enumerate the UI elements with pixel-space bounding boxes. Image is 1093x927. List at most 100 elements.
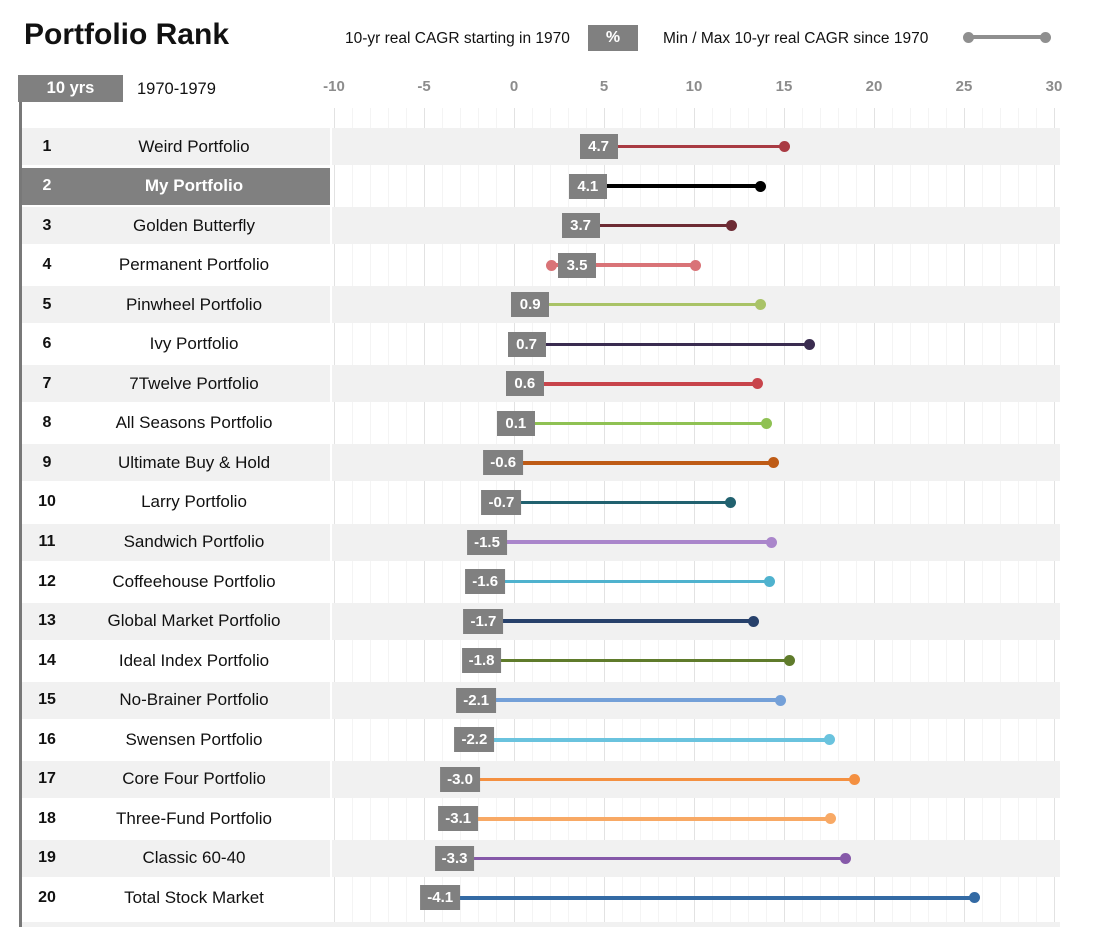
major-gridline: [513, 108, 515, 922]
rank-number: 8: [42, 414, 52, 432]
major-gridline: [963, 108, 965, 922]
table-left-border: [19, 102, 22, 927]
minor-gridline: [369, 108, 371, 922]
min-max-range-marker: 3.7: [332, 207, 1060, 244]
max-dot: [755, 180, 767, 192]
rank-number: 20: [38, 888, 56, 906]
minor-gridline: [1035, 108, 1037, 922]
portfolio-name: Classic 60-40: [142, 848, 246, 868]
legend-max-dot-icon: [1040, 31, 1051, 43]
portfolio-name: Ultimate Buy & Hold: [117, 452, 271, 472]
value-badge: -3.1: [438, 806, 479, 832]
minor-gridline: [747, 108, 749, 922]
rank-number: 18: [38, 809, 56, 827]
portfolio-row-label: 16 Swensen Portfolio: [22, 721, 330, 758]
portfolio-row-label: 12 Coffeehouse Portfolio: [22, 563, 330, 600]
legend-line-icon: [967, 35, 1047, 39]
period-button[interactable]: 10 yrs: [18, 75, 123, 102]
portfolio-name: Core Four Portfolio: [122, 769, 266, 789]
max-dot: [774, 694, 786, 706]
value-badge: -0.7: [481, 489, 522, 515]
value-badge: -1.8: [461, 648, 502, 674]
portfolio-name: No-Brainer Portfolio: [119, 690, 269, 710]
minor-gridline: [459, 108, 461, 922]
minor-gridline: [999, 108, 1001, 922]
min-max-legend-label: Min / Max 10-yr real CAGR since 1970: [663, 30, 929, 47]
rank-number: 17: [38, 770, 56, 788]
x-axis-tick-label: 10: [685, 78, 703, 95]
minor-gridline: [927, 108, 929, 922]
value-badge: -4.1: [420, 885, 461, 911]
range-line: [526, 342, 810, 346]
rank-number: 7: [42, 374, 52, 392]
rank-number: 13: [38, 612, 56, 630]
portfolio-row-label: 14 Ideal Index Portfolio: [22, 642, 330, 679]
metric-label: 10-yr real CAGR starting in 1970: [345, 30, 570, 47]
next-section-edge: [22, 922, 1060, 927]
portfolio-row-label: 13 Global Market Portfolio: [22, 602, 330, 640]
range-line: [481, 658, 790, 663]
minor-gridline: [765, 108, 767, 922]
min-max-range-marker: 4.7: [332, 128, 1060, 165]
min-max-range-marker: 0.7: [332, 326, 1060, 363]
value-badge: 0.6: [505, 371, 544, 397]
minor-gridline: [657, 108, 659, 922]
x-axis-tick-label: 25: [955, 78, 973, 95]
portfolio-row-label: 20 Total Stock Market: [22, 879, 330, 916]
max-dot: [751, 378, 763, 390]
min-max-range-marker: -0.7: [332, 484, 1060, 521]
portfolio-name: Swensen Portfolio: [125, 729, 263, 749]
min-max-range-marker: -3.3: [332, 840, 1060, 877]
min-dot: [546, 259, 558, 271]
max-dot: [839, 852, 851, 864]
range-line: [474, 738, 829, 742]
portfolio-row-label: 18 Three-Fund Portfolio: [22, 800, 330, 837]
portfolio-row-label: 10 Larry Portfolio: [22, 484, 330, 521]
minor-gridline: [981, 108, 983, 922]
value-badge: -1.7: [463, 608, 504, 634]
minor-gridline: [531, 108, 533, 922]
range-line: [483, 619, 754, 623]
max-dot: [755, 299, 767, 311]
value-badge: 0.1: [496, 410, 535, 436]
major-gridline: [603, 108, 605, 922]
period-range-label: 1970-1979: [137, 80, 216, 98]
rank-number: 10: [38, 493, 56, 511]
rank-number: 16: [38, 730, 56, 748]
legend-min-dot-icon: [963, 31, 974, 43]
max-dot: [783, 655, 795, 667]
min-max-legend-icon: [963, 30, 1051, 44]
minor-gridline: [729, 108, 731, 922]
value-badge: 4.1: [568, 173, 607, 199]
min-max-range-marker: 3.5: [332, 247, 1060, 284]
portfolio-name: 7Twelve Portfolio: [129, 373, 259, 393]
range-line: [454, 856, 846, 861]
major-gridline: [783, 108, 785, 922]
value-badge: 3.5: [558, 252, 596, 278]
value-badge: 4.7: [579, 134, 618, 159]
range-line: [524, 382, 757, 386]
unit-toggle-button[interactable]: %: [588, 25, 638, 51]
range-line: [487, 540, 772, 544]
minor-gridline: [675, 108, 677, 922]
rank-number: 6: [42, 335, 52, 353]
x-axis-tick-label: -5: [417, 78, 431, 95]
value-badge: -2.2: [454, 727, 495, 753]
max-dot: [778, 141, 790, 152]
minor-gridline: [639, 108, 641, 922]
range-line: [458, 817, 831, 821]
portfolio-name: Three-Fund Portfolio: [116, 808, 272, 828]
portfolio-name: Golden Butterfly: [133, 215, 255, 235]
min-max-range-marker: -1.5: [332, 524, 1060, 561]
portfolio-name: Sandwich Portfolio: [123, 532, 265, 551]
x-axis-tick-label: 5: [599, 78, 609, 95]
portfolio-name: Weird Portfolio: [138, 136, 250, 156]
portfolio-name: Global Market Portfolio: [107, 611, 281, 631]
minor-gridline: [441, 108, 443, 922]
portfolio-name: Ideal Index Portfolio: [118, 650, 270, 670]
x-axis-tick-label: 30: [1045, 78, 1063, 95]
portfolio-row-label: 15 No-Brainer Portfolio: [22, 681, 330, 719]
value-badge: -1.5: [467, 529, 507, 555]
minor-gridline: [909, 108, 911, 922]
max-dot: [848, 773, 860, 785]
